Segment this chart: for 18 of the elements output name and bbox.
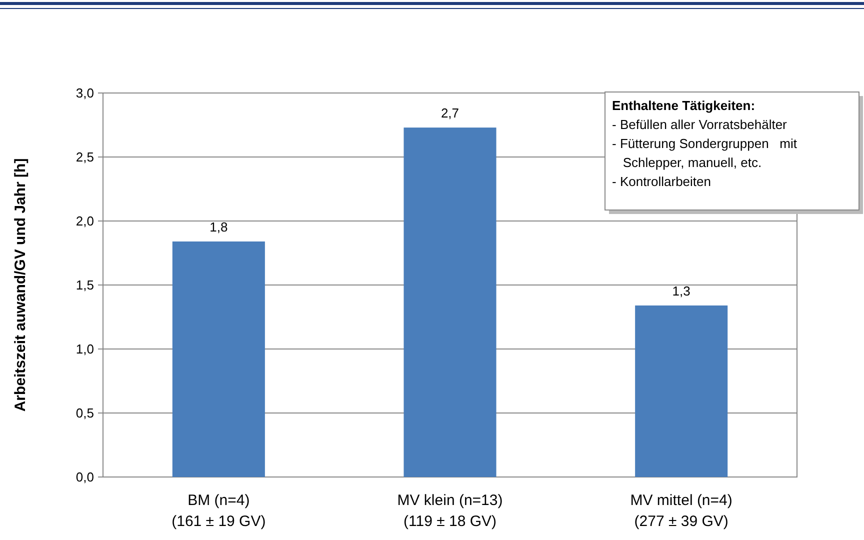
y-tick-label: 1,0 bbox=[76, 342, 94, 357]
y-tick-label: 0,5 bbox=[76, 406, 94, 421]
bar bbox=[172, 241, 265, 477]
data-label: 1,3 bbox=[672, 283, 690, 298]
data-label: 1,8 bbox=[210, 219, 228, 234]
x-tick-label: BM (n=4) (161 ± 19 GV) bbox=[172, 492, 266, 530]
bar bbox=[635, 305, 728, 477]
y-tick-label: 3,0 bbox=[76, 86, 94, 101]
y-tick-label: 1,5 bbox=[76, 278, 94, 293]
x-tick-label: MV klein (n=13) (119 ± 18 GV) bbox=[397, 492, 503, 530]
bar bbox=[404, 128, 496, 477]
y-tick-label: 0,0 bbox=[76, 470, 94, 485]
x-tick-label: MV mittel (n=4) (277 ± 39 GV) bbox=[630, 492, 732, 530]
annotation: Enthaltene Tätigkeiten: - Befüllen aller Vorratsbehälter - Fütterung Sondergruppen mit Schlepper, manuell, etc. - Kontrollarbeiten bbox=[612, 98, 798, 189]
data-label: 2,7 bbox=[440, 106, 460, 121]
y-axis-title: Arbeitszeit auwand/GV und Jahr [h] bbox=[12, 158, 29, 412]
y-tick-label: 2,5 bbox=[76, 150, 94, 165]
y-tick-label: 2,0 bbox=[76, 214, 94, 229]
